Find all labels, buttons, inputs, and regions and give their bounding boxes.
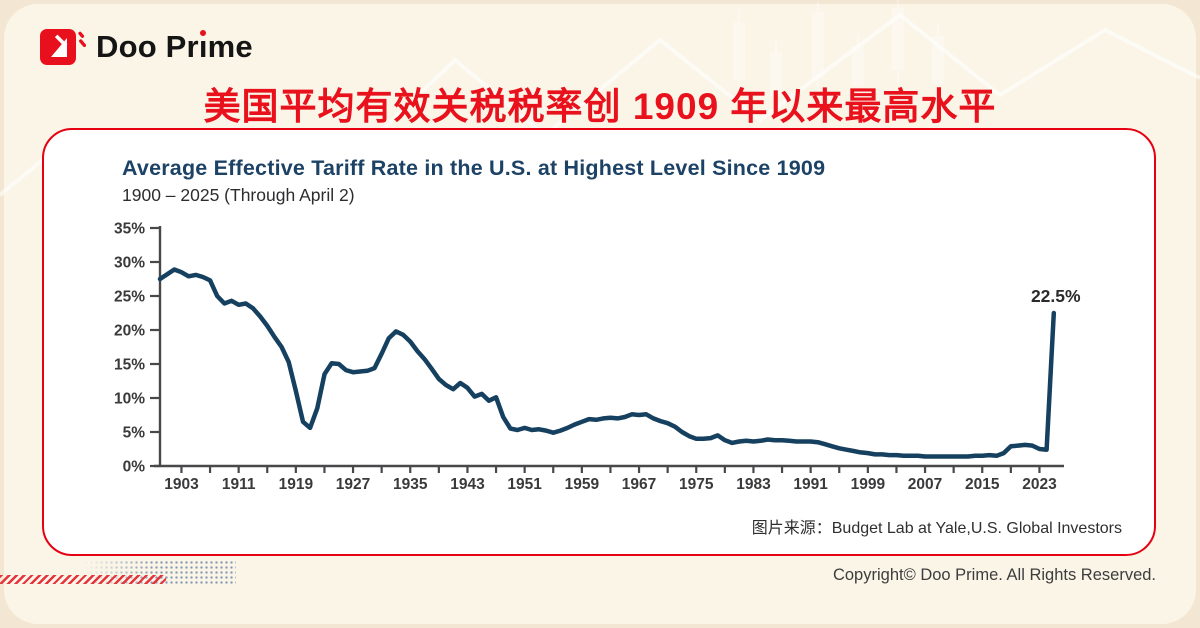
image-source-value: Budget Lab at Yale,U.S. Global Investors xyxy=(831,520,1122,537)
doo-prime-logo-icon xyxy=(40,29,86,65)
chart-title: Average Effective Tariff Rate in the U.S… xyxy=(122,156,826,180)
decor-hatched-bar xyxy=(0,575,166,584)
logo-i-red-dot xyxy=(200,30,207,36)
copyright-text: Copyright© Doo Prime. All Rights Reserve… xyxy=(832,566,1156,584)
image-source: 图片来源：Budget Lab at Yale,U.S. Global Inve… xyxy=(752,514,1122,538)
chart-subtitle: 1900 – 2025 (Through April 2) xyxy=(122,185,355,205)
doo-prime-logo: Doo Pr ı me xyxy=(40,27,253,67)
image-source-label: 图片来源： xyxy=(751,520,832,537)
page-title: 美国平均有效关税税率创 1909 年以来最高水平 xyxy=(203,86,997,127)
doo-prime-wordmark: Doo Pr ı me xyxy=(96,29,253,64)
